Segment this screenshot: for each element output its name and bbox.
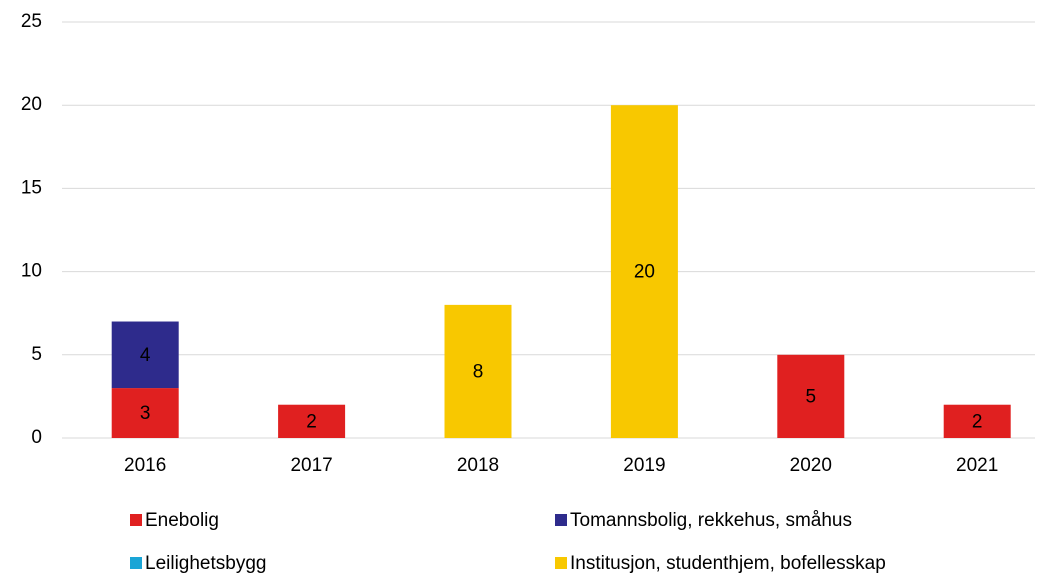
x-tick-label: 2019 (623, 455, 665, 476)
data-label: 2 (972, 411, 983, 432)
y-tick-label: 25 (21, 11, 42, 32)
data-label: 3 (140, 403, 151, 424)
x-tick-label: 2020 (790, 455, 832, 476)
x-tick-label: 2016 (124, 455, 166, 476)
data-label: 4 (140, 345, 151, 366)
data-label: 2 (306, 411, 317, 432)
y-tick-label: 10 (21, 261, 42, 282)
legend-label: Leilighetsbygg (145, 553, 266, 574)
legend-swatch (555, 557, 567, 569)
legend-label: Enebolig (145, 510, 219, 531)
bar-segment (111, 321, 179, 389)
bar-segment (111, 388, 179, 438)
legend-swatch (555, 514, 567, 526)
bar-segment (278, 404, 346, 438)
bar-segment (444, 304, 512, 438)
y-tick-label: 15 (21, 177, 42, 198)
x-tick-label: 2021 (956, 455, 998, 476)
y-tick-label: 5 (31, 344, 42, 365)
legend-swatch (130, 514, 142, 526)
legend-label: Institusjon, studenthjem, bofellesskap (570, 553, 886, 574)
bar-segment (610, 105, 678, 438)
legend-label: Tomannsbolig, rekkehus, småhus (570, 510, 852, 531)
data-label: 20 (634, 262, 655, 283)
data-label: 8 (473, 361, 484, 382)
data-label: 5 (806, 386, 817, 407)
legend-swatch (130, 557, 142, 569)
x-tick-label: 2017 (290, 455, 332, 476)
bar-segment (943, 404, 1011, 438)
bar-segment (777, 354, 845, 438)
y-tick-label: 20 (21, 94, 42, 115)
y-tick-label: 0 (31, 427, 42, 448)
x-tick-label: 2018 (457, 455, 499, 476)
